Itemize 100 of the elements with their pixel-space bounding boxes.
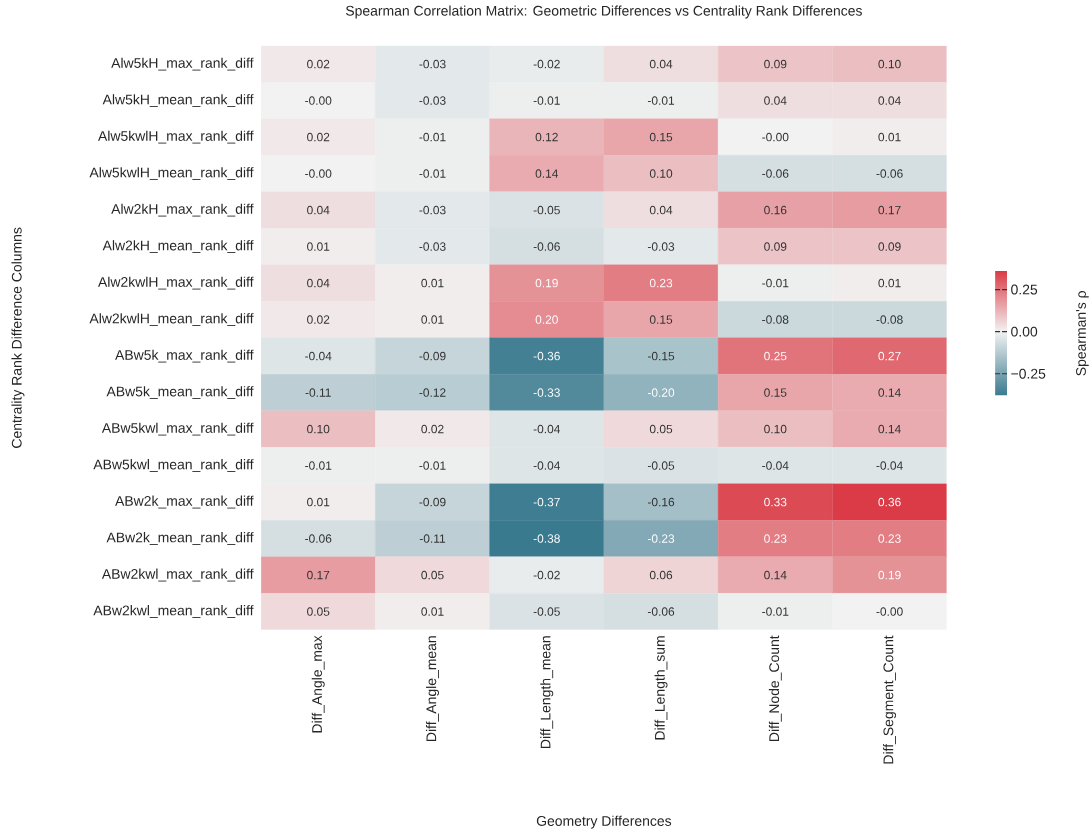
- y-tick-label: ABw2kwl_max_rank_diff: [101, 568, 254, 582]
- data-label: 0.01: [307, 497, 330, 507]
- data-label: -0.06: [876, 169, 903, 178]
- data-label: -0.00: [876, 607, 903, 616]
- data-label: -0.11: [305, 388, 331, 397]
- x-tick-label: Diff_Angle_max: [311, 635, 325, 733]
- data-label: 0.09: [764, 59, 787, 69]
- y-tick-label: Alw2kH_max_rank_diff: [111, 203, 254, 217]
- data-label: 0.01: [421, 315, 444, 324]
- data-label: -0.05: [647, 461, 675, 470]
- color-bar-title: Spearman's ρ: [1076, 291, 1089, 376]
- y-tick-label: Alw5kH_max_rank_diff: [111, 57, 254, 71]
- data-label: -0.02: [533, 570, 560, 580]
- data-label: -0.01: [762, 278, 789, 288]
- x-tick-label: Diff_Angle_mean: [425, 636, 439, 741]
- data-label: -0.00: [305, 96, 332, 105]
- data-label: 0.23: [764, 534, 787, 543]
- x-tick-label: Diff_Length_sum: [654, 636, 668, 740]
- data-label: -0.06: [647, 607, 675, 616]
- data-label: 0.09: [878, 242, 901, 251]
- data-label: 0.04: [649, 205, 673, 215]
- data-label: -0.05: [533, 205, 560, 215]
- x-tick-label: Diff_Node_Count: [768, 635, 782, 741]
- data-label: 0.04: [307, 205, 330, 215]
- data-label: 0.01: [421, 278, 444, 288]
- data-label: -0.02: [533, 59, 560, 69]
- data-label: -0.01: [533, 96, 560, 105]
- data-label: 0.19: [535, 278, 558, 288]
- y-tick-label: ABw5kwl_max_rank_diff: [101, 422, 254, 436]
- data-label: -0.11: [419, 534, 446, 543]
- data-label: 0.12: [535, 132, 558, 142]
- data-label: -0.04: [876, 461, 903, 470]
- data-label: -0.20: [647, 388, 675, 397]
- data-label: -0.00: [305, 169, 332, 178]
- y-tick-label: Alw5kwlH_mean_rank_diff: [89, 167, 254, 181]
- data-label: -0.05: [533, 607, 560, 616]
- x-tick-label: Diff_Segment_Count: [883, 635, 897, 764]
- data-label: 0.15: [649, 315, 673, 324]
- data-label: -0.37: [533, 497, 560, 507]
- data-label: -0.06: [533, 242, 560, 251]
- data-label: 0.04: [764, 96, 787, 105]
- y-tick-label: Alw5kH_mean_rank_diff: [102, 94, 254, 108]
- data-label: -0.06: [762, 169, 789, 178]
- data-label: 0.05: [307, 607, 330, 616]
- data-label: -0.01: [647, 96, 675, 105]
- data-label: 0.17: [307, 570, 330, 580]
- data-label: 0.16: [764, 205, 787, 215]
- data-label: 0.20: [535, 315, 558, 324]
- x-tick-label: Diff_Length_mean: [540, 636, 554, 748]
- data-label: 0.10: [649, 169, 673, 178]
- data-label: 0.01: [421, 607, 444, 616]
- color-bar-label: 0.25: [1011, 284, 1038, 295]
- data-label: -0.03: [419, 96, 446, 105]
- data-label: -0.09: [419, 497, 446, 507]
- color-bar-label: −0.25: [1011, 368, 1046, 379]
- data-label: 0.05: [421, 570, 444, 580]
- data-label: -0.03: [647, 242, 675, 251]
- data-label: -0.36: [533, 351, 560, 361]
- data-label: 0.14: [764, 570, 787, 580]
- y-tick-label: ABw5kwl_mean_rank_diff: [93, 459, 254, 473]
- data-label: -0.23: [647, 534, 675, 543]
- data-label: 0.14: [878, 424, 901, 434]
- data-label: -0.15: [647, 351, 675, 361]
- data-label: -0.00: [762, 132, 789, 142]
- data-label: 0.04: [878, 96, 901, 105]
- data-label: 0.01: [878, 132, 901, 142]
- data-label: 0.15: [764, 388, 787, 397]
- data-label: -0.01: [419, 461, 446, 470]
- data-label: -0.03: [419, 242, 446, 251]
- data-label: -0.33: [533, 388, 560, 397]
- y-tick-label: Alw2kH_mean_rank_diff: [102, 240, 254, 254]
- data-label: 0.14: [535, 169, 559, 178]
- data-label: -0.16: [647, 497, 675, 507]
- y-tick-label: Alw2kwlH_max_rank_diff: [98, 276, 254, 290]
- data-label: 0.17: [878, 205, 901, 215]
- data-label: 0.25: [764, 351, 787, 361]
- data-label: -0.08: [876, 315, 903, 324]
- data-label: 0.15: [649, 132, 673, 142]
- data-label: 0.27: [878, 351, 901, 361]
- color-bar-label: 0.00: [1011, 326, 1038, 337]
- data-label: -0.01: [419, 132, 446, 142]
- y-tick-label: ABw5k_max_rank_diff: [115, 349, 254, 363]
- data-label: 0.01: [878, 278, 901, 288]
- data-label: -0.03: [419, 205, 446, 215]
- data-label: 0.02: [307, 59, 330, 69]
- data-label: 0.02: [421, 424, 444, 434]
- data-label: 0.01: [307, 242, 330, 251]
- data-label: -0.09: [419, 351, 446, 361]
- data-label: -0.12: [419, 388, 446, 397]
- data-label: -0.03: [419, 59, 446, 69]
- y-tick-label: ABw2kwl_mean_rank_diff: [93, 605, 254, 619]
- data-label: 0.05: [649, 424, 673, 434]
- y-tick-label: Alw5kwlH_max_rank_diff: [98, 130, 254, 144]
- data-label: 0.02: [307, 132, 330, 142]
- data-label: 0.36: [878, 497, 901, 507]
- data-label: -0.38: [533, 534, 560, 543]
- data-label: 0.19: [878, 570, 901, 580]
- data-label: 0.10: [764, 424, 787, 434]
- y-tick-label: ABw2k_mean_rank_diff: [106, 532, 254, 546]
- y-axis-title: Centrality Rank Difference Columns: [11, 227, 25, 448]
